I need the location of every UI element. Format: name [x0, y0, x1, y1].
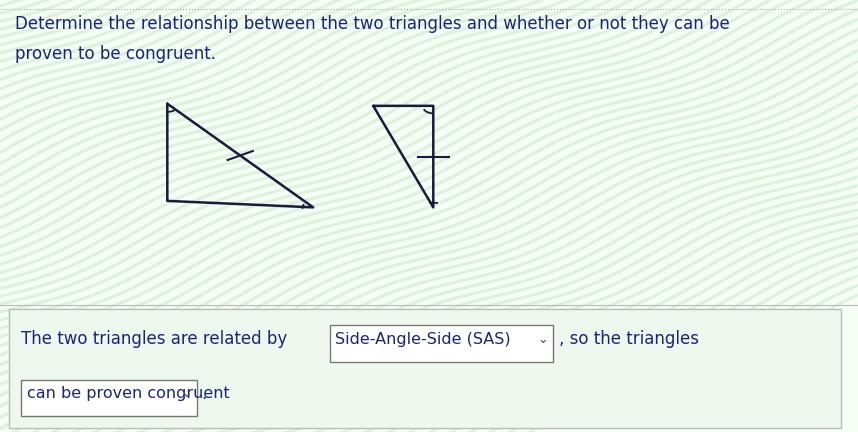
- Text: ⌄: ⌄: [538, 333, 548, 346]
- Text: proven to be congruent.: proven to be congruent.: [15, 45, 216, 64]
- Text: Side-Angle-Side (SAS): Side-Angle-Side (SAS): [335, 332, 511, 346]
- Text: ⌄: ⌄: [182, 388, 192, 400]
- Text: The two triangles are related by: The two triangles are related by: [21, 330, 287, 348]
- Text: can be proven congruent: can be proven congruent: [27, 387, 229, 401]
- FancyBboxPatch shape: [9, 309, 841, 428]
- FancyBboxPatch shape: [330, 325, 553, 362]
- Text: Determine the relationship between the two triangles and whether or not they can: Determine the relationship between the t…: [15, 15, 730, 33]
- Text: .: .: [201, 385, 206, 403]
- FancyBboxPatch shape: [21, 380, 197, 416]
- Text: , so the triangles: , so the triangles: [559, 330, 698, 348]
